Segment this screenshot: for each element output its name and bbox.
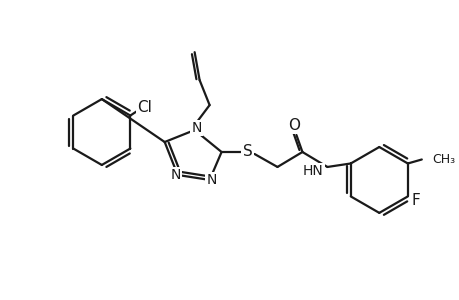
Text: Cl: Cl [137,100,151,115]
Text: F: F [410,193,419,208]
Text: O: O [288,118,300,133]
Text: CH₃: CH₃ [431,153,454,166]
Text: N: N [191,121,202,135]
Text: N: N [206,173,216,187]
Text: HN: HN [302,164,323,178]
Text: S: S [242,145,252,160]
Text: N: N [170,168,180,182]
